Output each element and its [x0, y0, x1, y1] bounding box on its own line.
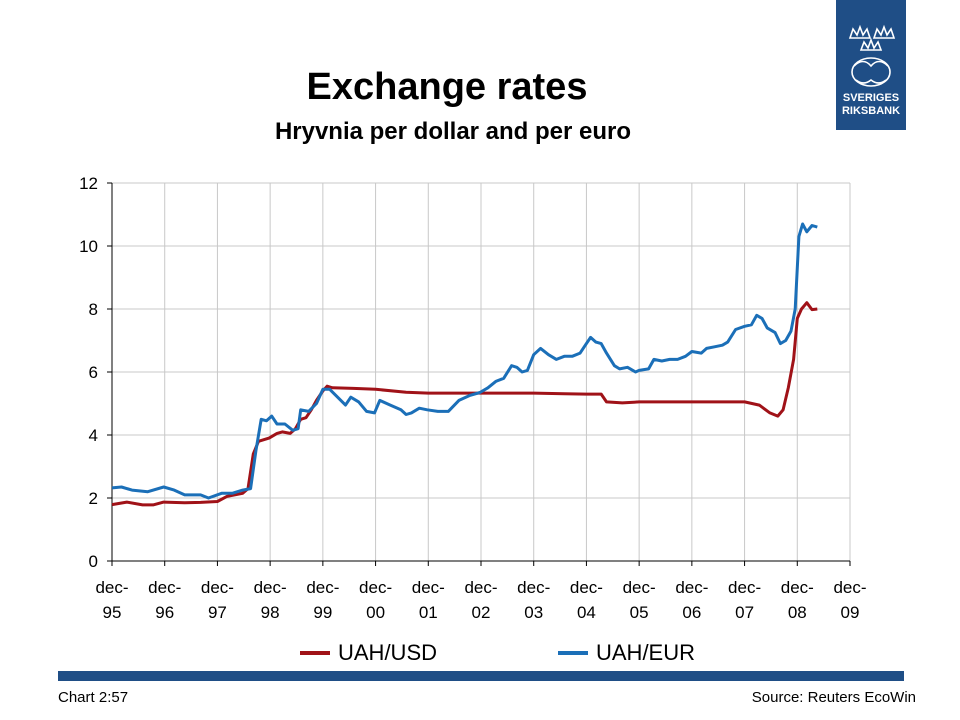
y-tick-label: 12 — [79, 174, 98, 193]
x-tick-label-line1: dec- — [464, 578, 497, 597]
x-tick-label-line1: dec- — [833, 578, 866, 597]
grid-layer — [111, 182, 851, 562]
x-tick-label-line1: dec- — [201, 578, 234, 597]
legend-swatch-usd — [300, 651, 330, 655]
x-tick-label-line2: 05 — [630, 603, 649, 622]
y-tick-label: 8 — [89, 300, 98, 319]
x-tick-label-line2: 08 — [788, 603, 807, 622]
y-tick-label: 2 — [89, 489, 98, 508]
source-note: Source: Reuters EcoWin — [751, 689, 916, 706]
series-line-uah-eur — [111, 222, 818, 500]
y-tick-label: 10 — [79, 237, 98, 256]
x-tick-label-line2: 98 — [261, 603, 280, 622]
x-tick-label-line1: dec- — [95, 578, 128, 597]
x-tick-label-line2: 02 — [472, 603, 491, 622]
series-line-uah-usd — [111, 301, 818, 507]
logo-line2: RIKSBANK — [842, 105, 900, 117]
legend-label-usd: UAH/USD — [338, 640, 438, 665]
logo-line1: SVERIGES — [843, 92, 899, 104]
x-tick-label-line1: dec- — [359, 578, 392, 597]
x-tick-label-line2: 03 — [524, 603, 543, 622]
x-tick-label-line1: dec- — [412, 578, 445, 597]
x-tick-label-line2: 00 — [366, 603, 385, 622]
crown-emblem-icon: SVERIGES RIKSBANK — [842, 24, 900, 117]
x-tick-label-line1: dec- — [306, 578, 339, 597]
x-tick-label-line1: dec- — [570, 578, 603, 597]
x-tick-label-line1: dec- — [254, 578, 287, 597]
x-tick-label-line2: 09 — [841, 603, 860, 622]
x-tick-label-line2: 99 — [313, 603, 332, 622]
axis-layer: 024681012dec-95dec-96dec-97dec-98dec-99d… — [79, 174, 866, 622]
chart-subtitle: Hryvnia per dollar and per euro — [274, 118, 632, 145]
x-tick-label-line2: 06 — [682, 603, 701, 622]
series-layer — [111, 222, 818, 507]
x-tick-label-line2: 97 — [208, 603, 227, 622]
x-tick-label-line1: dec- — [781, 578, 814, 597]
x-tick-label-line2: 95 — [103, 603, 122, 622]
y-tick-label: 0 — [89, 552, 98, 571]
legend-swatch-eur — [558, 651, 588, 655]
x-tick-label-line1: dec- — [675, 578, 708, 597]
y-tick-label: 4 — [89, 426, 98, 445]
x-tick-label-line1: dec- — [728, 578, 761, 597]
x-tick-label-line2: 07 — [735, 603, 754, 622]
legend-label-eur: UAH/EUR — [596, 640, 696, 665]
x-tick-label-line1: dec- — [517, 578, 550, 597]
chart-number: Chart 2:57 — [58, 689, 129, 706]
x-tick-label-line1: dec- — [148, 578, 181, 597]
chart-title: Exchange rates — [306, 66, 588, 108]
y-tick-label: 6 — [89, 363, 98, 382]
footer-bar — [58, 671, 904, 681]
x-tick-label-line2: 04 — [577, 603, 596, 622]
x-tick-label-line1: dec- — [623, 578, 656, 597]
x-tick-label-line2: 01 — [419, 603, 438, 622]
riksbank-logo: SVERIGES RIKSBANK — [836, 0, 906, 130]
x-tick-label-line2: 96 — [155, 603, 174, 622]
